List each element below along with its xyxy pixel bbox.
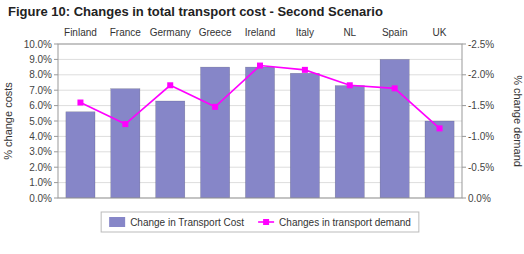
line xyxy=(80,66,439,129)
axis-label: % change demand xyxy=(512,75,524,167)
tick xyxy=(54,182,58,183)
tick-label: 0.0% xyxy=(468,193,491,204)
tick-label: 2.0% xyxy=(29,162,52,173)
tick-label: 0.0% xyxy=(29,193,52,204)
legend: Change in Transport Cost Changes in trans… xyxy=(101,212,419,232)
plot-frame xyxy=(58,44,462,198)
category-label: Finland xyxy=(64,27,97,38)
tick-label: 8.0% xyxy=(29,69,52,80)
bar xyxy=(156,101,185,198)
tick-label: -1.5% xyxy=(468,100,494,111)
tick xyxy=(462,136,466,137)
category-label: Ireland xyxy=(245,27,276,38)
tick xyxy=(54,167,58,168)
line-marker xyxy=(212,104,218,110)
bar xyxy=(425,121,454,198)
line-marker xyxy=(392,85,398,91)
category-label: Greece xyxy=(199,27,232,38)
background xyxy=(0,0,524,254)
bar xyxy=(245,67,274,198)
grid xyxy=(58,44,462,198)
tick-label: 9.0% xyxy=(29,54,52,65)
tick xyxy=(462,105,466,106)
category-label: NL xyxy=(343,27,356,38)
bar xyxy=(111,89,140,198)
tick-label: 1.0% xyxy=(29,177,52,188)
tick-label: 7.0% xyxy=(29,85,52,96)
tick-label: -0.5% xyxy=(468,162,494,173)
category-label: Germany xyxy=(150,27,191,38)
chart: Figure 10: Changes in total transport co… xyxy=(0,0,524,254)
tick-label: -2.0% xyxy=(468,69,494,80)
bar xyxy=(66,112,95,198)
line-marker xyxy=(77,100,83,106)
bar xyxy=(290,73,319,198)
line-marker xyxy=(122,121,128,127)
category-label: UK xyxy=(433,27,447,38)
tick xyxy=(54,90,58,91)
tick xyxy=(54,121,58,122)
line-marker xyxy=(167,82,173,88)
tick-label: 6.0% xyxy=(29,100,52,111)
legend-swatch xyxy=(263,219,269,225)
tick-label: 3.0% xyxy=(29,146,52,157)
legend-swatch xyxy=(109,217,125,227)
line-marker xyxy=(437,125,443,131)
bar xyxy=(380,59,409,198)
tick xyxy=(54,136,58,137)
legend-label: Changes in transport demand xyxy=(279,217,411,228)
line-marker xyxy=(347,82,353,88)
tick-label: -1.0% xyxy=(468,131,494,142)
plot-area xyxy=(66,59,454,198)
tick xyxy=(54,198,58,199)
tick xyxy=(54,44,58,45)
tick xyxy=(462,167,466,168)
line-marker xyxy=(302,67,308,73)
tick xyxy=(54,151,58,152)
axis-label: % change costs xyxy=(2,82,14,160)
title: Figure 10: Changes in total transport co… xyxy=(8,4,383,19)
category-label: Spain xyxy=(382,27,408,38)
tick-label: 4.0% xyxy=(29,131,52,142)
tick xyxy=(54,59,58,60)
tick xyxy=(462,74,466,75)
category-label: Italy xyxy=(296,27,314,38)
tick xyxy=(462,198,466,199)
tick-label: 5.0% xyxy=(29,116,52,127)
tick-label: 10.0% xyxy=(24,39,52,50)
tick xyxy=(462,44,466,45)
tick xyxy=(54,74,58,75)
tick xyxy=(54,105,58,106)
bar xyxy=(335,86,364,198)
line-marker xyxy=(257,63,263,69)
legend-frame xyxy=(101,212,419,232)
legend-label: Change in Transport Cost xyxy=(130,217,244,228)
category-label: France xyxy=(110,27,142,38)
tick-label: -2.5% xyxy=(468,39,494,50)
bar xyxy=(201,67,230,198)
